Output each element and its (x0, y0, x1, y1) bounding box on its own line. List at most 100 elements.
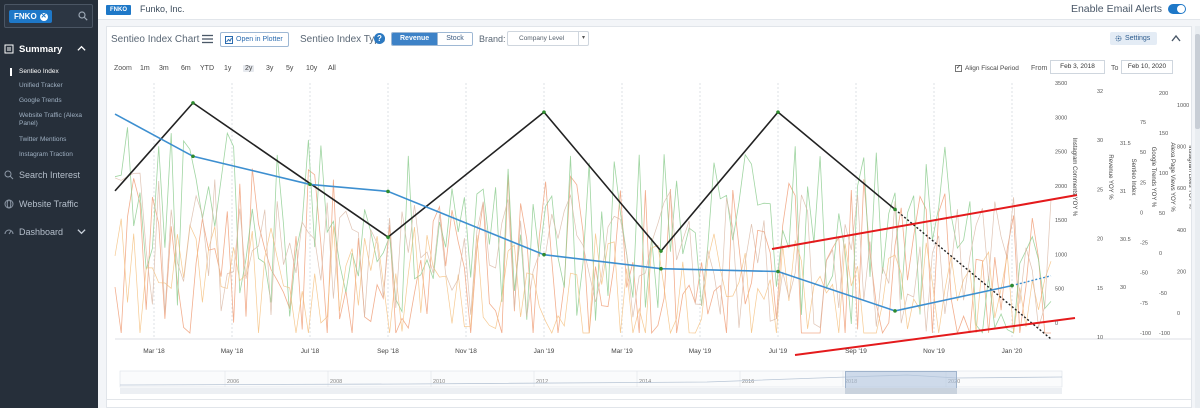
ticker-search-box[interactable]: FNKO ✕ (4, 4, 93, 28)
collapse-icon[interactable] (1171, 33, 1181, 43)
panel-title: Sentieo Index Chart (111, 34, 200, 45)
zoom-6m[interactable]: 6m (181, 65, 191, 72)
panel-footer (107, 399, 1191, 408)
y-tick-label: 50 (1159, 211, 1165, 217)
navigator-scrollbar[interactable] (120, 388, 1062, 394)
remove-ticker-icon[interactable]: ✕ (39, 12, 48, 21)
sidebar-section-summary[interactable]: Summary (0, 39, 98, 59)
y-tick-label: 800 (1177, 145, 1186, 151)
x-axis: Mar '18 May '18 Jul '18 Sep '18 Nov '18 Jan '… (143, 348, 1023, 355)
y-tick-label: 25 (1097, 187, 1103, 193)
zoom-ytd[interactable]: YTD (200, 65, 214, 72)
sentieo-index-chart[interactable]: Mar '18 May '18 Jul '18 Sep '18 Nov '18 Jan '… (107, 27, 1191, 399)
align-fiscal-checkbox[interactable]: ✓ (955, 65, 962, 72)
ticker-chip[interactable]: FNKO ✕ (9, 10, 52, 23)
settings-button[interactable]: Settings (1110, 32, 1158, 45)
navigator-year-label: 2010 (433, 379, 445, 385)
revenue-yoy-point (386, 235, 390, 239)
to-date-input[interactable]: Feb 10, 2020 (1121, 60, 1173, 74)
y-tick-label: 2000 (1055, 184, 1067, 190)
menu-icon[interactable] (202, 34, 213, 44)
brand-select[interactable]: Company Level ▾ (507, 31, 589, 46)
chart-grid (115, 83, 1191, 340)
y-tick-label: 1000 (1177, 103, 1189, 109)
zoom-1y[interactable]: 1y (224, 65, 232, 72)
y-tick-label: -100 (1140, 331, 1151, 337)
y-tick-label: 0 (1159, 251, 1162, 257)
x-tick-label: Mar '18 (143, 348, 165, 355)
sentieo-index-point (308, 182, 312, 187)
y-tick-label: 500 (1055, 287, 1064, 293)
sidebar-section-website-traffic[interactable]: Website Traffic (0, 194, 98, 214)
navigator-year-label: 2014 (639, 379, 651, 385)
y-tick-label: 31.5 (1120, 141, 1131, 147)
y-tick-label: -75 (1140, 301, 1148, 307)
sentieo-index-line (114, 113, 1013, 312)
zoom-label: Zoom (114, 65, 132, 72)
y-tick-label: 400 (1177, 228, 1186, 234)
sidebar-item-unified-tracker[interactable]: Unified Tracker (19, 82, 63, 89)
navigator-year-label: 2008 (330, 379, 342, 385)
revenue-yoy-point (191, 101, 195, 105)
x-tick-label: Mar '19 (611, 348, 633, 355)
y-tick-label: 3500 (1055, 81, 1067, 87)
zoom-10y[interactable]: 10y (306, 65, 318, 72)
noise-series-line (114, 218, 1052, 335)
sidebar-item-sentieo-index[interactable]: Sentieo Index (19, 68, 59, 75)
sidebar-item-google-trends[interactable]: Google Trends (19, 97, 62, 104)
sentieo-index-point (386, 189, 390, 194)
y-tick-label: 31 (1120, 189, 1126, 195)
brand-label: Brand: (479, 34, 506, 44)
zoom-1m[interactable]: 1m (140, 65, 150, 72)
open-in-plotter-button[interactable]: Open in Plotter (220, 32, 289, 47)
y-tick-label: 50 (1140, 150, 1146, 156)
zoom-2y[interactable]: 2y (243, 65, 255, 72)
sidebar-item-instagram-traction[interactable]: Instagram Traction (19, 151, 73, 158)
help-icon[interactable]: ? (374, 33, 385, 44)
index-type-revenue[interactable]: Revenue (392, 33, 438, 45)
y-tick-label: 600 (1177, 186, 1186, 192)
active-indicator (10, 68, 12, 76)
search-icon (4, 170, 14, 180)
to-label: To (1111, 65, 1119, 72)
sidebar-section-search-interest[interactable]: Search Interest (0, 165, 98, 185)
y-tick-label: 25 (1140, 180, 1146, 186)
x-tick-label: Nov '19 (923, 348, 945, 355)
align-fiscal-label: Align Fiscal Period (965, 65, 1019, 72)
navigator-axis: 20062008201020122014201620182020 (119, 370, 1063, 388)
zoom-3y[interactable]: 3y (266, 65, 274, 72)
sidebar-item-website-traffic-alexa[interactable]: Website Traffic (Alexa Panel) (19, 112, 82, 127)
revenue-yoy-point (542, 110, 546, 114)
page-scrollbar-thumb[interactable] (1195, 34, 1200, 129)
y-axis-label: Alexa Page Views YOY % (1169, 142, 1175, 212)
search-icon[interactable] (78, 11, 88, 21)
sidebar-section-dashboard[interactable]: Dashboard (0, 222, 98, 242)
x-tick-label: Jan '19 (534, 348, 555, 355)
y-axis-label: Instagram Likes YOY % (1187, 145, 1191, 209)
sentieo-index-point (893, 309, 897, 313)
noise-series-line (114, 168, 1051, 335)
upper-trend-line (771, 194, 1078, 250)
y-tick-label: 30 (1120, 285, 1126, 291)
chevron-down-icon[interactable] (77, 227, 86, 236)
zoom-all[interactable]: All (328, 65, 336, 72)
zoom-5y[interactable]: 5y (286, 65, 294, 72)
y-tick-label: -100 (1159, 331, 1170, 337)
company-ticker-chip: FNKO (106, 5, 131, 15)
sentieo-index-point (1010, 283, 1014, 288)
chevron-up-icon[interactable] (77, 44, 86, 53)
sidebar-item-twitter-mentions[interactable]: Twitter Mentions (19, 136, 67, 143)
y-axis-label: Instagram Comments YOY % (1071, 138, 1077, 217)
sidebar-section-label: Summary (19, 43, 63, 55)
open-in-plotter-label: Open in Plotter (236, 36, 283, 43)
navigator-scrollbar-thumb[interactable] (845, 388, 957, 394)
sentieo-index-point (659, 266, 663, 271)
x-tick-label: Nov '18 (455, 348, 477, 355)
y-tick-label: 100 (1159, 171, 1168, 177)
page-scrollbar[interactable] (1195, 26, 1200, 408)
email-alerts-toggle[interactable] (1168, 4, 1186, 14)
zoom-3m[interactable]: 3m (159, 65, 169, 72)
dashboard-icon (4, 229, 14, 235)
index-type-stock[interactable]: Stock (437, 33, 472, 45)
from-date-input[interactable]: Feb 3, 2018 (1050, 60, 1105, 74)
